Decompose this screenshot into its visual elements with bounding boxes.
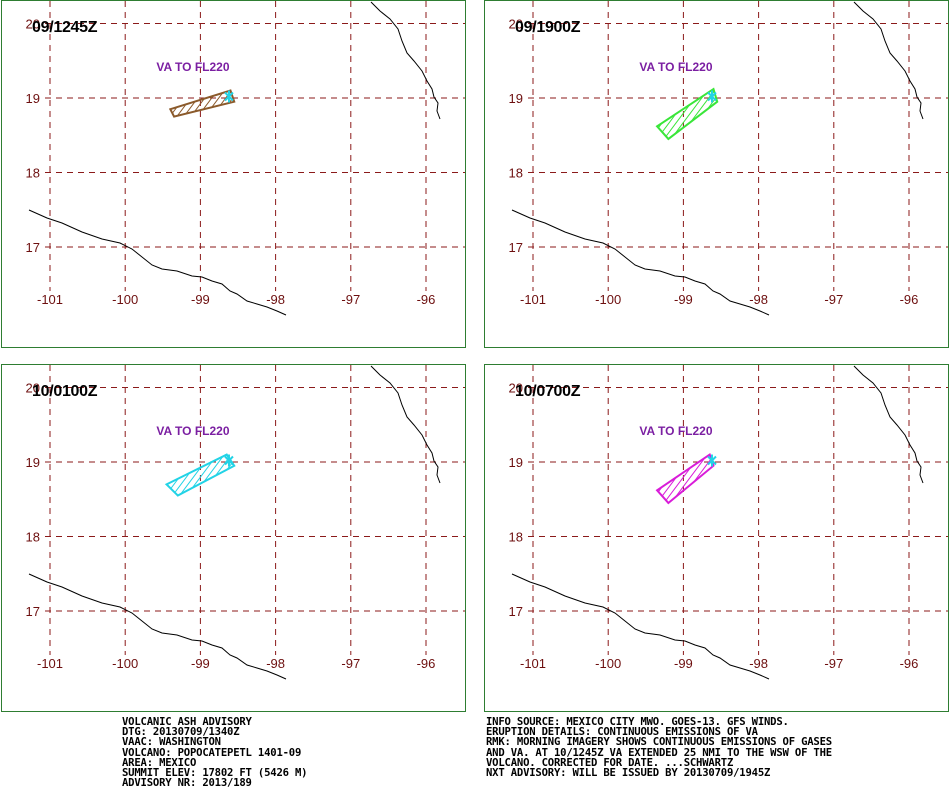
- volcano-marker-icon: [224, 454, 234, 467]
- longitude-tick-label: -96: [417, 656, 436, 671]
- longitude-tick-label: -96: [417, 292, 436, 307]
- va-level-label: VA TO FL220: [639, 60, 712, 74]
- latitude-tick-label: 17: [509, 604, 523, 619]
- latitude-tick-label: 20: [509, 17, 523, 32]
- longitude-tick-label: -97: [341, 292, 360, 307]
- ash-cloud-polygon: [168, 89, 236, 118]
- va-level-label: VA TO FL220: [156, 60, 229, 74]
- map-panel-2: -101 -100 -99 -98 -97 -96 20 19 18 17 VA TO FL220 0…: [484, 0, 949, 348]
- longitude-tick-label: -100: [595, 292, 621, 307]
- latitude-tick-label: 17: [26, 240, 40, 255]
- coastline-pacific: [511, 209, 770, 316]
- latitude-tick-label: 18: [26, 166, 40, 181]
- longitude-tick-label: -97: [824, 292, 843, 307]
- longitude-tick-label: -99: [191, 656, 210, 671]
- map-panel-1: -101 -100 -99 -98 -97 -96 20 19 18 17 VA TO FL220 0…: [1, 0, 466, 348]
- latitude-tick-label: 18: [509, 530, 523, 545]
- longitude-tick-label: -100: [112, 656, 138, 671]
- longitude-tick-label: -101: [37, 292, 63, 307]
- longitude-tick-label: -101: [37, 656, 63, 671]
- longitude-tick-label: -98: [749, 292, 768, 307]
- volcano-marker-icon: [224, 90, 234, 103]
- longitude-tick-label: -98: [266, 292, 285, 307]
- latitude-tick-label: 19: [26, 455, 40, 470]
- forecast-time-label: 09/1245Z: [32, 19, 98, 36]
- advisory-line: VOLCANO. CORRECTED FOR DATE. ...SCHWARTZ: [486, 756, 734, 769]
- latitude-tick-label: 20: [509, 381, 523, 396]
- map-panel-4: -101 -100 -99 -98 -97 -96 20 19 18 17 VA TO FL220 1…: [484, 364, 949, 712]
- coastline-pacific: [511, 573, 770, 680]
- ash-hatching: [166, 454, 235, 496]
- advisory-line: NXT ADVISORY: WILL BE ISSUED BY 20130709…: [486, 767, 771, 780]
- advisory-line: RMK: MORNING IMAGERY SHOWS CONTINUOUS EM…: [486, 736, 832, 749]
- advisory-details-block: INFO SOURCE: MEXICO CITY MWO. GOES-13. G…: [486, 716, 832, 780]
- longitude-tick-label: -99: [674, 656, 693, 671]
- longitude-tick-label: -98: [266, 656, 285, 671]
- advisory-line: VOLCANO: POPOCATEPETL 1401-09: [122, 746, 302, 759]
- volcano-marker-icon: [707, 90, 717, 103]
- forecast-time-label: 10/0100Z: [32, 383, 98, 400]
- advisory-line: INFO SOURCE: MEXICO CITY MWO. GOES-13. G…: [486, 716, 789, 728]
- longitude-tick-label: -101: [520, 292, 546, 307]
- latitude-tick-label: 20: [26, 381, 40, 396]
- latitude-tick-label: 19: [26, 91, 40, 106]
- map-panel-3: -101 -100 -99 -98 -97 -96 20 19 18 17 VA TO FL220 1…: [1, 364, 466, 712]
- longitude-tick-label: -100: [112, 292, 138, 307]
- ash-hatching: [170, 90, 235, 117]
- latitude-tick-label: 18: [509, 166, 523, 181]
- ash-cloud-polygon: [655, 87, 719, 141]
- map-canvas: -101 -100 -99 -98 -97 -96 20 19 18 17 VA TO FL220: [509, 1, 948, 316]
- va-level-label: VA TO FL220: [156, 424, 229, 438]
- latitude-tick-label: 18: [26, 530, 40, 545]
- advisory-line: VOLCANIC ASH ADVISORY: [122, 716, 252, 728]
- va-level-label: VA TO FL220: [639, 424, 712, 438]
- latitude-tick-label: 20: [26, 17, 40, 32]
- coastline-gulf: [853, 365, 924, 484]
- map-canvas: -101 -100 -99 -98 -97 -96 20 19 18 17 VA TO FL220: [26, 1, 465, 316]
- advisory-header-block: VOLCANIC ASH ADVISORY DTG: 20130709/1340…: [122, 716, 308, 790]
- forecast-time-label: 09/1900Z: [515, 19, 581, 36]
- advisory-line: VAAC: WASHINGTON: [122, 736, 221, 749]
- forecast-time-label: 10/0700Z: [515, 383, 581, 400]
- latitude-tick-label: 19: [509, 455, 523, 470]
- longitude-tick-label: -96: [900, 292, 919, 307]
- coastline-gulf: [370, 1, 441, 120]
- latitude-tick-label: 17: [509, 240, 523, 255]
- latitude-tick-label: 17: [26, 604, 40, 619]
- advisory-line: ERUPTION DETAILS: CONTINUOUS EMISSIONS O…: [486, 726, 758, 739]
- longitude-tick-label: -97: [824, 656, 843, 671]
- longitude-tick-label: -96: [900, 656, 919, 671]
- longitude-tick-label: -97: [341, 656, 360, 671]
- map-canvas: -101 -100 -99 -98 -97 -96 20 19 18 17 VA TO FL220: [26, 365, 465, 680]
- ash-hatching: [657, 89, 718, 139]
- volcano-marker-icon: [707, 454, 717, 467]
- longitude-tick-label: -99: [191, 292, 210, 307]
- advisory-line: DTG: 20130709/1340Z: [122, 726, 240, 739]
- map-canvas: -101 -100 -99 -98 -97 -96 20 19 18 17 VA TO FL220: [509, 365, 948, 680]
- latitude-tick-label: 19: [509, 91, 523, 106]
- advisory-line: SUMMIT ELEV: 17802 FT (5426 M): [122, 767, 308, 780]
- coastline-gulf: [370, 365, 441, 484]
- longitude-tick-label: -101: [520, 656, 546, 671]
- longitude-tick-label: -98: [749, 656, 768, 671]
- longitude-tick-label: -100: [595, 656, 621, 671]
- advisory-line: AND VA. AT 10/1245Z VA EXTENDED 25 NMI T…: [486, 746, 832, 759]
- advisory-line: ADVISORY NR: 2013/189: [122, 777, 252, 790]
- longitude-tick-label: -99: [674, 292, 693, 307]
- coastline-pacific: [28, 573, 287, 680]
- coastline-gulf: [853, 1, 924, 120]
- advisory-line: AREA: MEXICO: [122, 756, 197, 769]
- coastline-pacific: [28, 209, 287, 316]
